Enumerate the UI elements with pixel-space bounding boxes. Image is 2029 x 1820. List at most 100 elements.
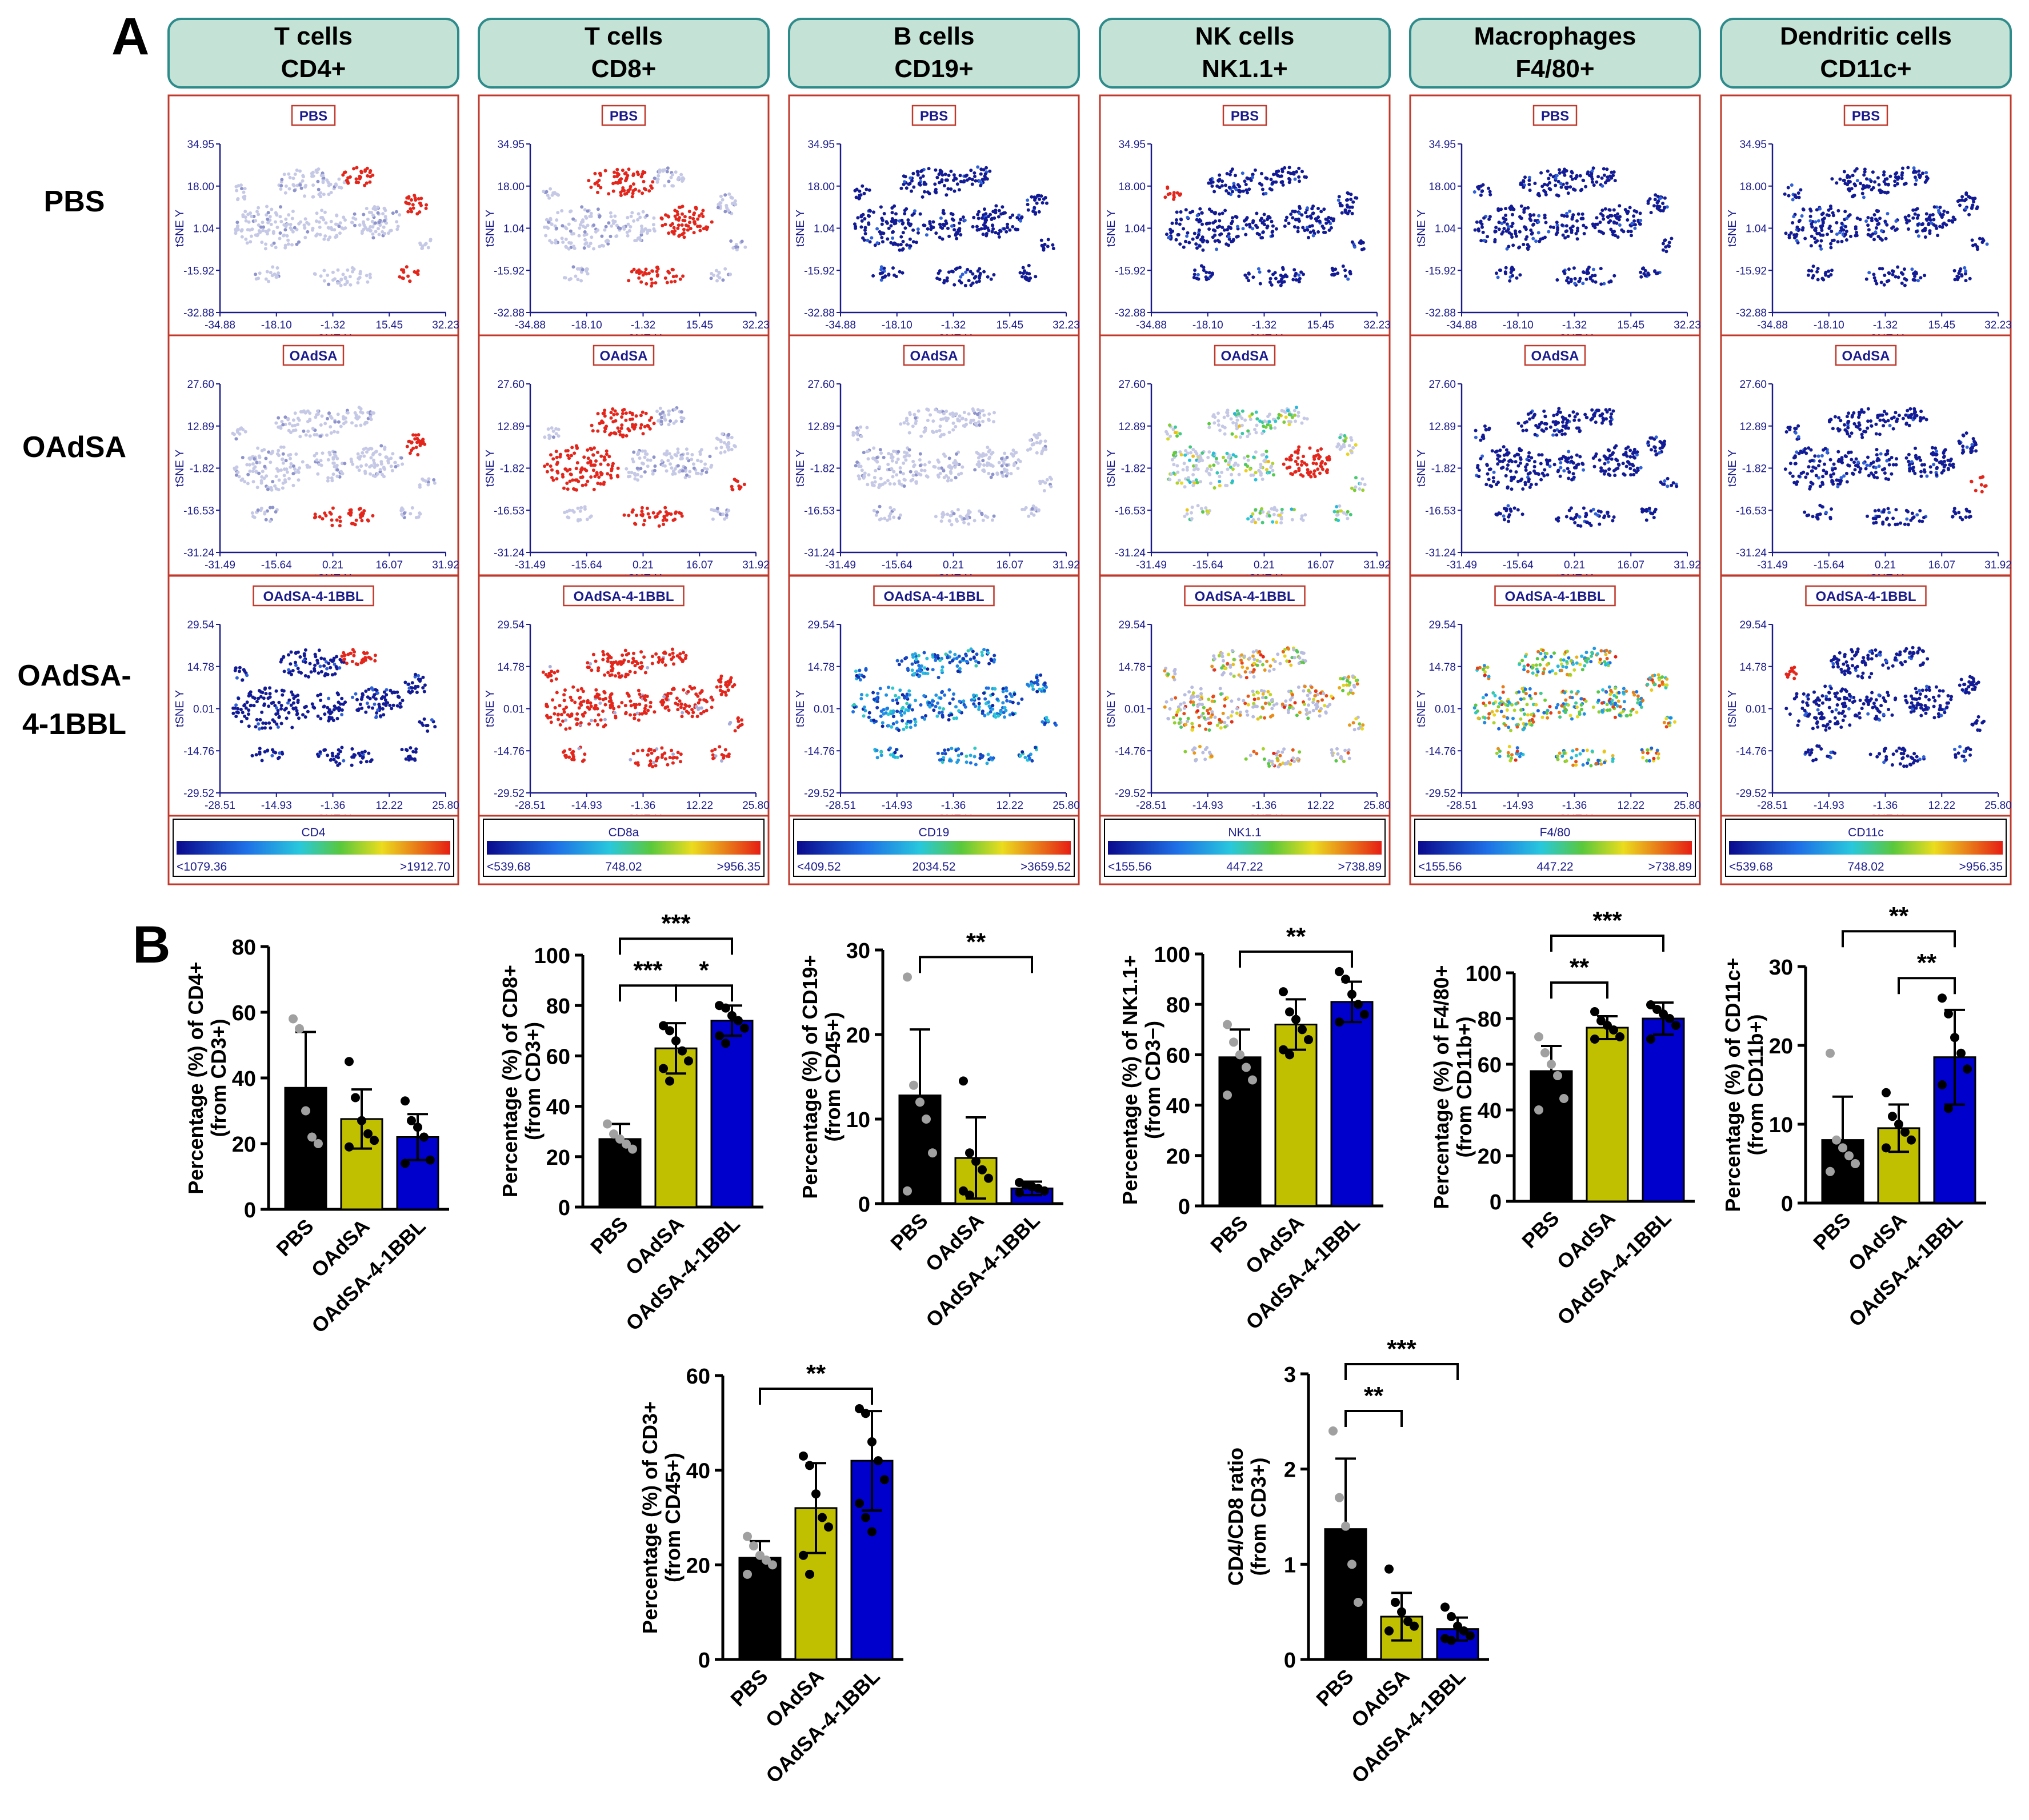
tsne-y-tick-label: 1.04 xyxy=(193,223,214,235)
tsne-cell xyxy=(1863,170,1867,174)
tsne-cell xyxy=(909,470,913,474)
tsne-cell xyxy=(1276,416,1280,420)
tsne-cell xyxy=(632,219,636,223)
tsne-cell xyxy=(1360,477,1364,481)
tsne-cell xyxy=(703,467,707,470)
tsne-cell xyxy=(416,453,420,456)
tsne-cell xyxy=(1606,175,1610,179)
tsne-cell xyxy=(938,424,942,428)
tsne-cell xyxy=(279,445,283,449)
tsne-cell xyxy=(320,209,324,213)
tsne-cell xyxy=(898,470,902,474)
tsne-cell xyxy=(977,217,981,221)
tsne-cell xyxy=(1348,270,1352,274)
tsne-cell xyxy=(283,246,287,250)
tsne-cell xyxy=(1282,409,1286,413)
condition-chip-label: PBS xyxy=(1541,109,1569,124)
tsne-cell xyxy=(282,234,286,238)
tsne-cell xyxy=(643,519,647,523)
tsne-cell xyxy=(1190,517,1194,520)
tsne-cell xyxy=(1827,269,1831,273)
tsne-cell xyxy=(997,215,1001,219)
tsne-cell xyxy=(1536,220,1540,224)
tsne-cell xyxy=(709,276,713,280)
tsne-cell xyxy=(1596,175,1600,179)
tsne-cell xyxy=(266,487,270,491)
tsne-cell xyxy=(1508,458,1512,462)
tsne-cell xyxy=(858,196,862,200)
tsne-cell xyxy=(1504,229,1508,233)
tsne-cell xyxy=(577,479,581,483)
tsne-cell xyxy=(1207,422,1211,426)
tsne-cell xyxy=(302,409,306,413)
tsne-cell xyxy=(1609,415,1613,419)
tsne-cell xyxy=(1251,512,1255,516)
tsne-cell xyxy=(1285,215,1288,219)
tsne-cell xyxy=(721,432,725,436)
tsne-cell xyxy=(1032,195,1036,199)
tsne-cell xyxy=(1950,219,1954,223)
tsne-cell xyxy=(317,187,321,191)
tsne-cell xyxy=(609,211,613,215)
tsne-cell xyxy=(913,412,917,416)
tsne-cell xyxy=(1946,210,1950,214)
tsne-cell xyxy=(291,472,295,476)
tsne-cell xyxy=(1231,467,1235,471)
tsne-cell xyxy=(685,447,689,451)
tsne-cell xyxy=(642,187,646,191)
tsne-cell xyxy=(1539,237,1543,241)
tsne-cell xyxy=(1253,168,1257,172)
tsne-cell xyxy=(235,428,239,432)
tsne-cell xyxy=(345,178,349,182)
tsne-cell xyxy=(1216,419,1220,423)
tsne-cell xyxy=(857,428,861,432)
tsne-cell xyxy=(1492,479,1495,483)
tsne-cell xyxy=(338,524,342,528)
tsne-cell xyxy=(1923,235,1927,239)
tsne-cell xyxy=(1783,192,1787,196)
tsne-cell xyxy=(987,418,991,422)
tsne-cell xyxy=(954,177,958,181)
tsne-cell xyxy=(1498,448,1502,452)
tsne-cell xyxy=(363,183,367,187)
tsne-cell xyxy=(1260,431,1264,435)
tsne-y-axis-title: tSNE Y xyxy=(484,450,497,487)
tsne-cell xyxy=(581,268,585,271)
tsne-cell xyxy=(699,472,703,476)
tsne-cell xyxy=(1206,455,1210,459)
tsne-cell xyxy=(1028,276,1032,280)
tsne-cell xyxy=(290,243,294,247)
tsne-cell xyxy=(1292,225,1296,228)
tsne-cell xyxy=(240,187,243,191)
tsne-cell xyxy=(1632,219,1636,223)
tsne-cell xyxy=(719,446,723,450)
tsne-cell xyxy=(1200,235,1204,239)
tsne-cell xyxy=(962,179,966,183)
tsne-cell xyxy=(628,474,632,478)
tsne-cell xyxy=(331,472,335,476)
tsne-cell xyxy=(1227,225,1231,229)
tsne-cell xyxy=(665,469,669,473)
tsne-cell xyxy=(1924,212,1928,216)
tsne-cell xyxy=(1283,166,1287,170)
tsne-cell xyxy=(1479,184,1483,188)
tsne-cell xyxy=(1243,273,1247,277)
tsne-cell xyxy=(1811,264,1815,268)
tsne-cell xyxy=(295,242,299,246)
tsne-cell xyxy=(268,215,272,219)
tsne-cell xyxy=(681,178,685,182)
condition-chip xyxy=(1532,105,1578,126)
tsne-cell xyxy=(1985,242,1989,246)
tsne-cell xyxy=(343,283,347,287)
tsne-cell xyxy=(1882,283,1886,287)
tsne-cell xyxy=(1195,480,1199,484)
tsne-cell xyxy=(958,266,962,270)
tsne-cell xyxy=(1665,205,1669,209)
tsne-cell xyxy=(362,454,366,458)
tsne-cell xyxy=(619,190,623,194)
tsne-frame xyxy=(788,334,1080,576)
tsne-cell xyxy=(1008,228,1012,232)
tsne-cell xyxy=(945,419,949,423)
tsne-cell xyxy=(725,203,729,207)
tsne-cell xyxy=(651,180,655,184)
